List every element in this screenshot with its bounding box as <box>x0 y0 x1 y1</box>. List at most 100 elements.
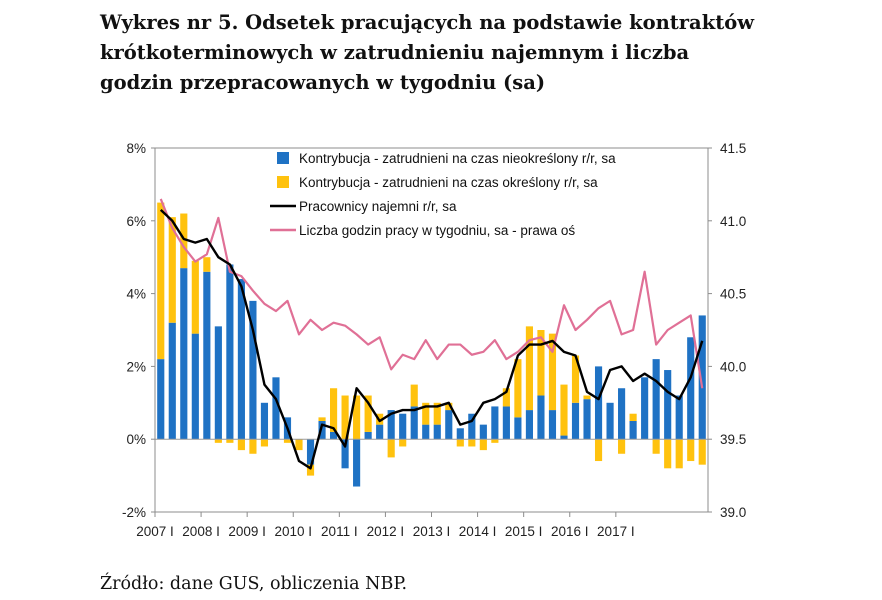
x-tick-label: 2011 I <box>321 524 358 539</box>
x-tick-label: 2009 I <box>228 524 266 539</box>
y-left-tick-label: 0% <box>126 432 146 447</box>
bar-fixed-22 <box>410 384 418 407</box>
legend-label-indefinite: Kontrybucja - zatrudnieni na czas nieokr… <box>299 151 616 166</box>
bar-fixed-34 <box>548 333 557 411</box>
legend-label-employees: Pracownicy najemni r/r, sa <box>299 199 457 214</box>
bar-indefinite-16 <box>341 439 349 469</box>
bar-indefinite-42 <box>641 377 649 440</box>
y-right-tick-label: 41.5 <box>720 141 746 156</box>
bar-fixed-46 <box>687 439 695 462</box>
bar-indefinite-3 <box>191 333 199 440</box>
bar-indefinite-7 <box>237 279 245 440</box>
bar-fixed-37 <box>583 395 591 400</box>
bar-fixed-40 <box>618 439 626 454</box>
bar-indefinite-17 <box>353 439 361 487</box>
bar-indefinite-27 <box>468 413 476 440</box>
bar-fixed-13 <box>306 464 315 476</box>
source-note: Źródło: dane GUS, obliczenia NBP. <box>100 574 408 594</box>
bar-fixed-32 <box>525 326 533 411</box>
y-left-tick-label: 8% <box>126 141 146 156</box>
bar-fixed-6 <box>226 439 234 443</box>
bar-indefinite-34 <box>548 410 557 440</box>
bar-fixed-29 <box>491 439 499 443</box>
bar-fixed-1 <box>168 217 176 323</box>
bar-indefinite-21 <box>399 413 407 440</box>
x-tick-label: 2007 I <box>136 524 174 539</box>
bar-indefinite-32 <box>525 410 533 440</box>
bar-indefinite-9 <box>260 402 269 440</box>
bar-fixed-16 <box>341 395 349 440</box>
bar-fixed-23 <box>422 402 430 425</box>
y-right-tick-label: 40.5 <box>720 287 746 302</box>
bar-fixed-4 <box>203 257 211 272</box>
bar-fixed-25 <box>445 402 453 411</box>
bar-fixed-45 <box>675 439 683 469</box>
bar-fixed-17 <box>353 395 361 440</box>
bar-indefinite-14 <box>318 421 326 440</box>
bar-fixed-14 <box>318 417 326 421</box>
bar-fixed-21 <box>399 439 407 447</box>
bar-fixed-30 <box>502 388 510 407</box>
line-hours <box>159 198 704 389</box>
bar-fixed-44 <box>664 439 672 469</box>
bar-indefinite-4 <box>203 271 211 440</box>
y-left-tick-label: 6% <box>126 214 146 229</box>
bar-fixed-12 <box>295 439 303 451</box>
x-tick-label: 2012 I <box>367 524 405 539</box>
bar-fixed-28 <box>479 439 487 451</box>
bar-indefinite-0 <box>157 359 165 440</box>
x-tick-label: 2014 I <box>459 524 497 539</box>
bar-indefinite-47 <box>698 315 706 440</box>
bar-fixed-33 <box>537 330 545 396</box>
bar-indefinite-38 <box>594 366 603 440</box>
y-left-tick-label: -2% <box>122 505 146 520</box>
lines-layer <box>159 198 704 470</box>
x-tick-label: 2017 I <box>597 524 635 539</box>
bar-indefinite-40 <box>618 388 626 440</box>
bar-indefinite-39 <box>606 402 614 440</box>
y-left-tick-label: 2% <box>126 359 146 374</box>
bar-indefinite-35 <box>560 435 568 440</box>
y-right-tick-label: 39.5 <box>720 432 746 447</box>
bar-fixed-27 <box>468 439 476 447</box>
legend-label-hours: Liczba godzin pracy w tygodniu, sa - pra… <box>299 223 575 238</box>
bar-indefinite-1 <box>168 322 176 440</box>
bar-fixed-18 <box>364 395 372 432</box>
y-right-tick-label: 41.0 <box>720 214 746 229</box>
bar-indefinite-5 <box>214 326 222 440</box>
bar-fixed-43 <box>652 439 660 454</box>
legend-label-fixed: Kontrybucja - zatrudnieni na czas określ… <box>299 175 598 190</box>
bar-fixed-9 <box>260 439 269 447</box>
bar-indefinite-23 <box>422 424 430 440</box>
x-tick-label: 2008 I <box>182 524 220 539</box>
bar-fixed-15 <box>330 388 338 432</box>
y-right-tick-label: 40.0 <box>720 359 746 374</box>
bar-indefinite-20 <box>387 410 395 440</box>
bar-fixed-8 <box>249 439 257 454</box>
bar-fixed-38 <box>594 439 603 462</box>
legend: Kontrybucja - zatrudnieni na czas nieokr… <box>270 151 616 238</box>
bar-indefinite-36 <box>571 402 580 440</box>
x-tick-label: 2013 I <box>413 524 451 539</box>
x-tick-label: 2016 I <box>551 524 589 539</box>
legend-swatch-fixed <box>277 176 289 188</box>
x-tick-label: 2015 I <box>505 524 543 539</box>
bar-indefinite-41 <box>629 421 637 440</box>
bar-fixed-3 <box>191 260 199 334</box>
bar-indefinite-13 <box>306 439 315 465</box>
chart-title: Wykres nr 5. Odsetek pracujących na pods… <box>100 11 755 94</box>
y-right-tick-label: 39.0 <box>720 505 746 520</box>
bar-fixed-26 <box>456 439 464 447</box>
x-tick-label: 2010 I <box>274 524 312 539</box>
axes-layer: 8% 6% 4% 2% 0% -2% 41.5 41.0 40.5 40.0 39.5 39.0 200… <box>122 141 746 539</box>
bar-indefinite-18 <box>364 431 372 440</box>
bar-fixed-0 <box>157 202 165 360</box>
bar-fixed-36 <box>571 355 580 403</box>
bar-indefinite-31 <box>514 417 522 440</box>
bar-fixed-35 <box>560 384 568 436</box>
bar-indefinite-26 <box>456 428 464 440</box>
bar-indefinite-37 <box>583 399 591 440</box>
bar-indefinite-22 <box>410 406 418 440</box>
bar-indefinite-46 <box>687 337 695 440</box>
